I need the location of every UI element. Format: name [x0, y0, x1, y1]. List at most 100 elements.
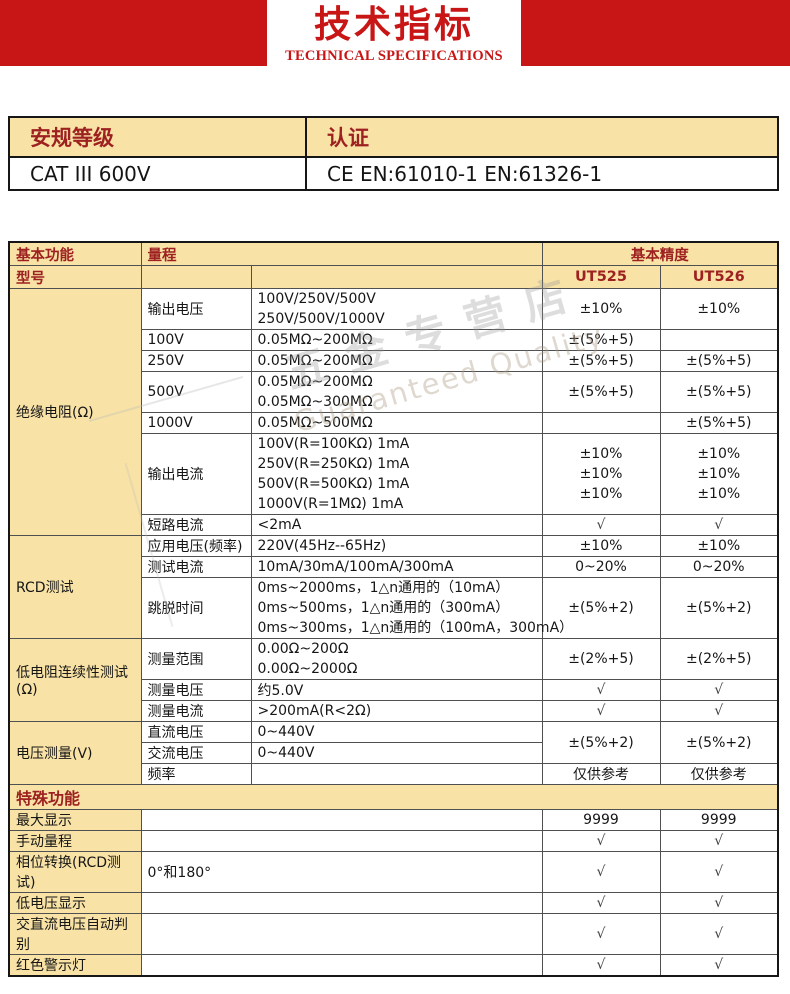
section-label-rcd: RCD测试	[8, 535, 142, 639]
range-line: 500V(R=500KΩ) 1mA	[257, 476, 410, 492]
ut525-cell: 9999	[541, 809, 661, 831]
ut526-cell: √	[659, 892, 779, 914]
row-label: 100V	[140, 329, 252, 351]
header-model-ut525: UT525	[541, 265, 661, 289]
special-row-label: 低电压显示	[8, 892, 142, 914]
special-row-label: 相位转换(RCD测试)	[8, 851, 142, 893]
row-label: 测量电流	[140, 700, 252, 722]
ut526-cell: ±(5%+2)	[659, 577, 779, 639]
banner: 技术指标 TECHNICAL SPECIFICATIONS	[0, 0, 790, 72]
ut526-cell: √	[659, 679, 779, 701]
range-cell: 0~440V	[250, 721, 543, 743]
cert-value-certification: CE EN:61010-1 EN:61326-1	[305, 156, 779, 191]
table-row: RCD测试 应用电压(频率) 220V(45Hz--65Hz) ±10% ±10…	[8, 535, 779, 639]
ut525-cell: √	[541, 830, 661, 852]
ut526-cell: ±10% ±10% ±10%	[659, 433, 779, 515]
range-cell	[140, 913, 543, 955]
ut525-cell	[541, 412, 661, 434]
row-label: 直流电压	[140, 721, 252, 743]
certification-table: 安规等级 认证 CAT III 600V CE EN:61010-1 EN:61…	[8, 116, 779, 191]
range-cell: 0~440V	[250, 742, 543, 764]
range-line: 0.00Ω~200Ω	[257, 641, 349, 657]
range-cell: 0.05MΩ~200MΩ	[250, 329, 543, 351]
range-cell: >200mA(R<2Ω)	[250, 700, 543, 722]
cert-header-certification: 认证	[305, 116, 779, 158]
spec-table: 基本功能 量程 基本精度 型号 UT525 UT526 绝缘电阻(Ω) 输出电压…	[8, 241, 779, 977]
range-line: 100V(R=100KΩ) 1mA	[257, 436, 410, 452]
ut525-cell: ±(5%+5)	[541, 371, 661, 413]
ut525-cell: ±10%	[541, 288, 661, 330]
row-label: 1000V	[140, 412, 252, 434]
range-line: 250V(R=250KΩ) 1mA	[257, 456, 410, 472]
ut525-cell: √	[541, 851, 661, 893]
table-row: 测量电压 约5.0V √ √	[9, 679, 779, 701]
range-line: 0.00Ω~2000Ω	[257, 661, 358, 677]
ut526-cell: √	[659, 851, 779, 893]
ut526-cell: 0~20%	[659, 556, 779, 578]
table-row: 低电阻连续性测试(Ω) 测量范围 0.00Ω~200Ω 0.00Ω~2000Ω …	[8, 638, 779, 722]
range-line: 100V/250V/500V	[257, 291, 376, 307]
ut526-cell: ±(2%+5)	[659, 638, 779, 680]
range-cell: 0.05MΩ~200MΩ	[250, 350, 543, 372]
ut525-cell: √	[541, 514, 661, 536]
section-label-insulation: 绝缘电阻(Ω)	[8, 288, 142, 536]
table-row: 电压测量(V) 直流电压 0~440V ±(5%+2) ±(5%+2)	[8, 721, 779, 785]
header-model: 型号	[8, 265, 142, 289]
row-label: 短路电流	[140, 514, 252, 536]
range-cell	[250, 763, 543, 785]
table-row: 测试电流 10mA/30mA/100mA/300mA 0~20% 0~20%	[9, 556, 779, 578]
ut526-cell: ±(5%+5)	[659, 412, 779, 434]
ut525-cell: ±(5%+5)	[541, 350, 661, 372]
range-cell	[140, 954, 543, 977]
row-label: 500V	[140, 371, 252, 413]
ut525-cell: ±(5%+2)	[541, 721, 661, 764]
ut525-cell: 0~20%	[541, 556, 661, 578]
table-row: 绝缘电阻(Ω) 输出电压 100V/250V/500V 250V/500V/10…	[8, 288, 779, 536]
ut525-cell: 仅供参考	[541, 763, 661, 785]
range-cell: 100V/250V/500V 250V/500V/1000V	[250, 288, 543, 330]
row-label: 250V	[140, 350, 252, 372]
spec-header-row-2: 型号 UT525 UT526	[8, 265, 779, 289]
ut526-cell: √	[659, 954, 779, 977]
row-label: 输出电压	[140, 288, 252, 330]
range-cell	[140, 809, 543, 831]
table-row: 相位转换(RCD测试) 0°和180° √ √	[8, 851, 779, 893]
header-empty-cell	[250, 265, 543, 289]
range-line: 0ms~300ms，1△n通用的（100mA，300mA）	[257, 620, 574, 636]
page-title: 技术指标	[314, 3, 474, 46]
ut525-cell: ±(2%+5)	[541, 638, 661, 680]
ut525-cell: ±10%	[541, 535, 661, 557]
row-label: 测量电压	[140, 679, 252, 701]
special-title-row: 特殊功能	[8, 784, 779, 810]
ut526-cell: ±10%	[659, 288, 779, 330]
ut526-cell: 仅供参考	[659, 763, 779, 785]
special-row-label: 最大显示	[8, 809, 142, 831]
table-row: 500V 0.05MΩ~200MΩ 0.05MΩ~300MΩ ±(5%+5) ±…	[9, 371, 779, 413]
ut525-cell: √	[541, 679, 661, 701]
range-cell	[140, 892, 543, 914]
page-subtitle: TECHNICAL SPECIFICATIONS	[285, 48, 503, 64]
ut526-cell: √	[659, 700, 779, 722]
row-label: 测量范围	[140, 638, 252, 680]
ut526-cell: √	[659, 913, 779, 955]
range-line: 0ms~2000ms，1△n通用的（10mA）	[257, 580, 510, 596]
ut526-cell: √	[659, 830, 779, 852]
range-cell	[140, 830, 543, 852]
range-cell: 0.05MΩ~200MΩ 0.05MΩ~300MΩ	[250, 371, 543, 413]
header-model-ut526: UT526	[659, 265, 779, 289]
range-line: 0ms~500ms，1△n通用的（300mA）	[257, 600, 510, 616]
range-cell: 0.00Ω~200Ω 0.00Ω~2000Ω	[250, 638, 543, 680]
range-line: 250V/500V/1000V	[257, 311, 385, 327]
table-row: 低电压显示 √ √	[8, 892, 779, 914]
table-row: 250V 0.05MΩ~200MΩ ±(5%+5) ±(5%+5)	[9, 350, 779, 372]
table-row: 红色警示灯 √ √	[8, 954, 779, 977]
range-cell: 220V(45Hz--65Hz)	[250, 535, 543, 557]
table-row: 最大显示 9999 9999	[8, 809, 779, 831]
banner-title-box: 技术指标 TECHNICAL SPECIFICATIONS	[267, 0, 521, 72]
range-cell: <2mA	[250, 514, 543, 536]
table-row: 交直流电压自动判别 √ √	[8, 913, 779, 955]
cert-header-row: 安规等级 认证	[8, 116, 779, 158]
row-label: 测试电流	[140, 556, 252, 578]
ut525-cell: ±10% ±10% ±10%	[541, 433, 661, 515]
